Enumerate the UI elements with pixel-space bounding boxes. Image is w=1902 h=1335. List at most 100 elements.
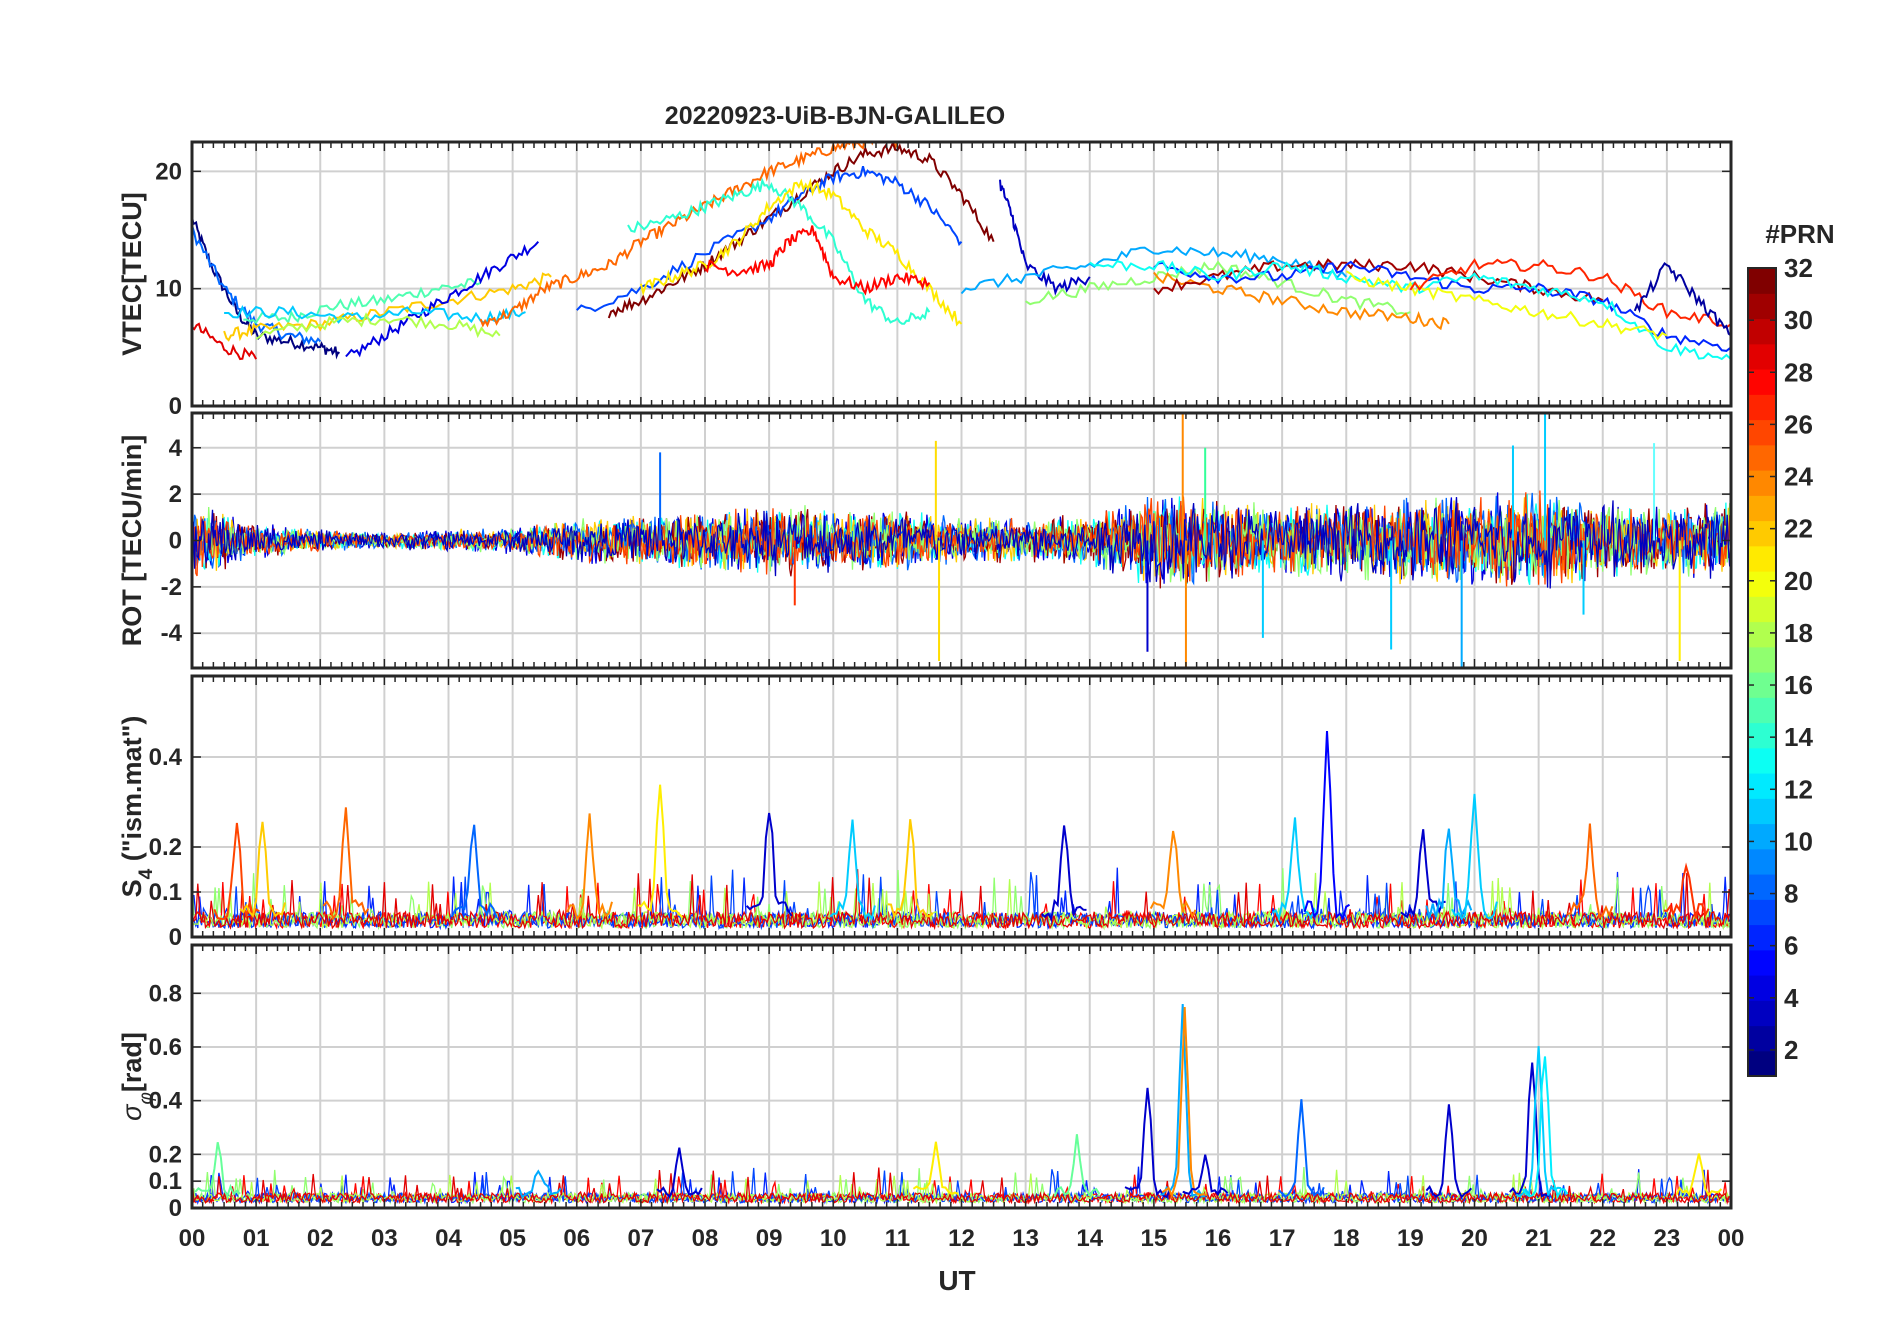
colorbar-segment — [1748, 268, 1776, 294]
colorbar-tick-label: 32 — [1784, 253, 1813, 283]
x-axis-label: UT — [938, 1265, 975, 1296]
y-tick-label: 0 — [169, 393, 182, 420]
vtec-series-line — [1633, 262, 1731, 337]
s4-spike — [1271, 817, 1319, 922]
sigma_phi-spike — [656, 1147, 703, 1199]
colorbar-segment — [1748, 343, 1776, 370]
x-tick-label: 09 — [756, 1225, 783, 1252]
colorbar-segment — [1748, 1025, 1776, 1052]
x-tick-label: 19 — [1397, 1225, 1424, 1252]
colorbar-frame — [1747, 267, 1777, 1077]
sigma_phi-spike — [1515, 1046, 1562, 1198]
vtec-series-line — [255, 312, 501, 340]
vtec-series-line — [639, 178, 963, 327]
x-tick-label: 10 — [820, 1225, 847, 1252]
colorbar-segment — [1748, 798, 1776, 825]
x-tick-label: 23 — [1654, 1225, 1681, 1252]
s4-spike — [887, 819, 934, 920]
colorbar-segment — [1748, 621, 1776, 648]
colorbar-tick-label: 4 — [1784, 983, 1799, 1013]
colorbar-segment — [1748, 495, 1776, 522]
colorbar-tick-label: 6 — [1784, 931, 1798, 961]
y-label-rest: ("ism.mat") — [117, 716, 147, 869]
sigma_phi-spike — [194, 1141, 241, 1199]
colorbar-segment — [1748, 419, 1776, 446]
colorbar-segment — [1748, 318, 1776, 345]
y-tick-label: 2 — [169, 481, 182, 508]
vtec-series-line — [243, 277, 482, 325]
colorbar-segment — [1748, 394, 1776, 421]
colorbar-tick-label: 18 — [1784, 618, 1813, 648]
colorbar-tick-label: 24 — [1784, 462, 1813, 492]
colorbar-segment — [1748, 975, 1776, 1001]
colorbar-segment — [1748, 1000, 1776, 1027]
colorbar-segment — [1748, 1050, 1776, 1077]
colorbar-tick-label: 8 — [1784, 879, 1798, 909]
sigma_phi-spike — [1053, 1134, 1101, 1198]
colorbar-segment — [1748, 722, 1776, 749]
colorbar-tick-label: 14 — [1784, 722, 1813, 752]
colorbar-segment — [1748, 520, 1776, 547]
x-tick-label: 22 — [1589, 1225, 1616, 1252]
rot-series-line — [192, 490, 1731, 587]
data-s4 — [192, 731, 1730, 931]
x-tick-label: 13 — [1012, 1225, 1039, 1252]
s4-spike — [1567, 823, 1614, 920]
y-label-rest: [rad] — [117, 1032, 147, 1092]
colorbar-segment — [1748, 470, 1776, 496]
y-label-main: S — [117, 879, 147, 897]
s4-spike — [745, 812, 793, 917]
x-tick-labels: 00 01 02 03 04 05 06 07 08 09 10 11 12 13 14 15 16 17 18 19… — [179, 1225, 1745, 1252]
axes-frame-s4 — [190, 674, 1733, 939]
s4-spike — [829, 819, 876, 922]
y-axis-label-s4: S4 ("ism.mat") — [117, 716, 157, 898]
y-tick-label: 0.8 — [149, 980, 182, 1007]
sigma_phi-spike — [1182, 1154, 1229, 1197]
sigma_phi-spike — [1521, 1056, 1569, 1199]
x-tick-label: 12 — [948, 1225, 975, 1252]
vtec-series-line — [479, 142, 899, 328]
s4-series-line — [192, 869, 1730, 931]
figure-title: 20220923-UiB-BJN-GALILEO — [665, 102, 1005, 130]
y-tick-label: 0.6 — [149, 1034, 182, 1061]
vtec-series-line — [1153, 260, 1731, 352]
y-tick-label: 0.1 — [149, 879, 182, 906]
y-label-main: σ — [117, 1103, 147, 1121]
s4-spike — [1303, 731, 1350, 921]
colorbar-tick-label: 30 — [1784, 305, 1813, 335]
vtec-series-line — [1153, 271, 1450, 331]
rot-series-line — [192, 497, 1731, 589]
sigma_phi-series-line — [192, 1167, 1730, 1206]
y-label-sub: 4 — [136, 868, 157, 879]
x-tick-label: 02 — [307, 1225, 334, 1252]
y-tick-label: 0.1 — [149, 1168, 182, 1195]
colorbar-segment — [1748, 571, 1776, 597]
colorbar-segment — [1748, 949, 1776, 976]
s4-spike — [1041, 825, 1087, 922]
colorbar-title: #PRN — [1765, 219, 1834, 249]
colorbar-tick-label: 22 — [1784, 514, 1813, 544]
s4-series-line — [192, 869, 1730, 931]
y-tick-label: 0 — [169, 1195, 182, 1222]
x-tick-label: 00 — [1718, 1225, 1745, 1252]
vtec-series-line — [704, 225, 931, 296]
x-tick-label: 11 — [885, 1225, 910, 1252]
data-sigma_phi — [192, 1003, 1730, 1206]
colorbar-segment — [1748, 596, 1776, 623]
x-tick-label: 07 — [628, 1225, 655, 1252]
x-tick-label: 04 — [435, 1225, 462, 1252]
colorbar-tick-label: 16 — [1784, 670, 1813, 700]
colorbar-segment — [1748, 293, 1776, 320]
y-tick-label: 0 — [169, 924, 182, 951]
y-tick-label: 0.4 — [149, 744, 183, 771]
colorbar-tick-label: 20 — [1784, 566, 1813, 596]
panel-s4: 00.10.20.4S4 ("ism.mat") — [117, 674, 1733, 951]
colorbar-tick-label: 12 — [1784, 774, 1813, 804]
colorbar-segment — [1748, 444, 1776, 471]
panel-vtec: 0 10 20 VTEC[TECU] — [117, 140, 1733, 420]
x-tick-label: 01 — [243, 1225, 270, 1252]
x-tick-label: 08 — [692, 1225, 719, 1252]
x-tick-label: 15 — [1141, 1225, 1168, 1252]
vtec-series-line — [960, 245, 1348, 295]
